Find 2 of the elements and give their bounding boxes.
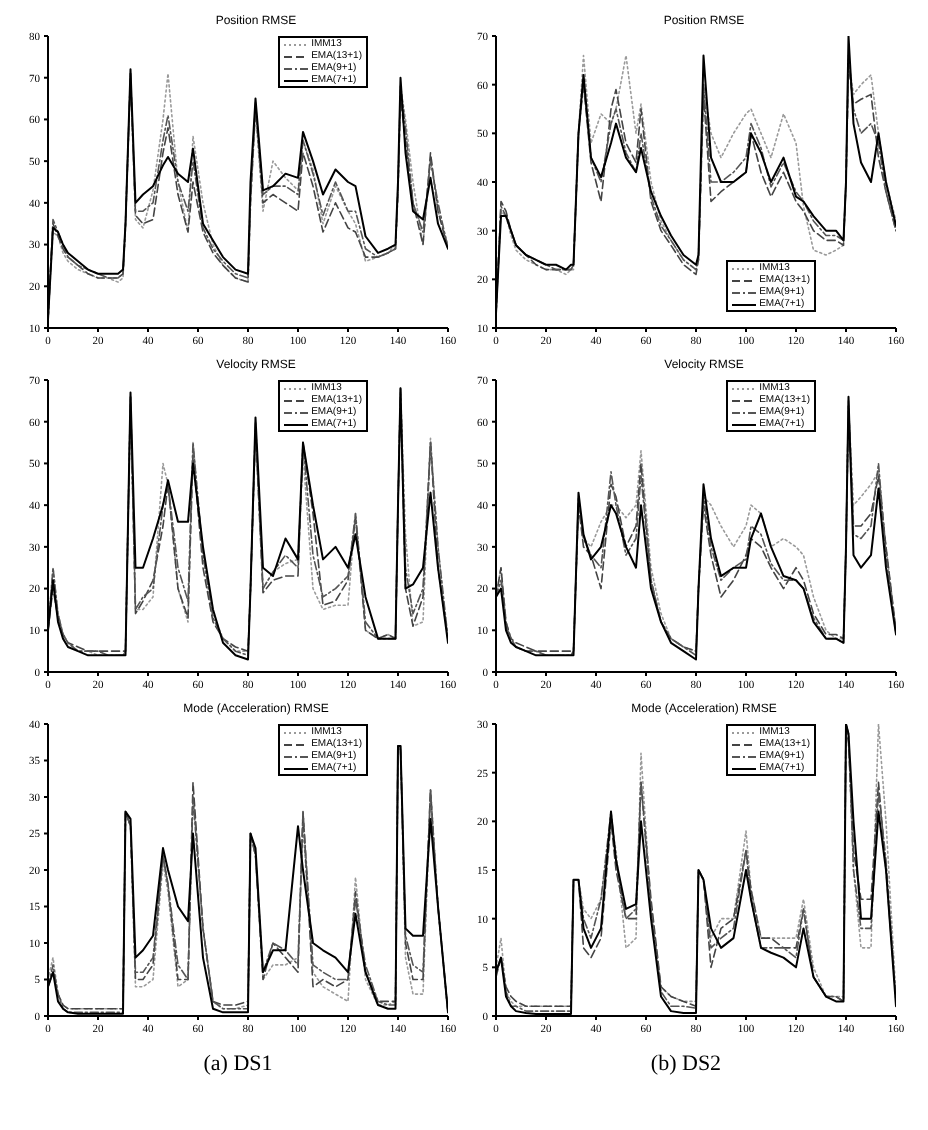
text: (b) DS2 <box>648 1052 724 1076</box>
text: (a) DS1 <box>201 1052 275 1076</box>
